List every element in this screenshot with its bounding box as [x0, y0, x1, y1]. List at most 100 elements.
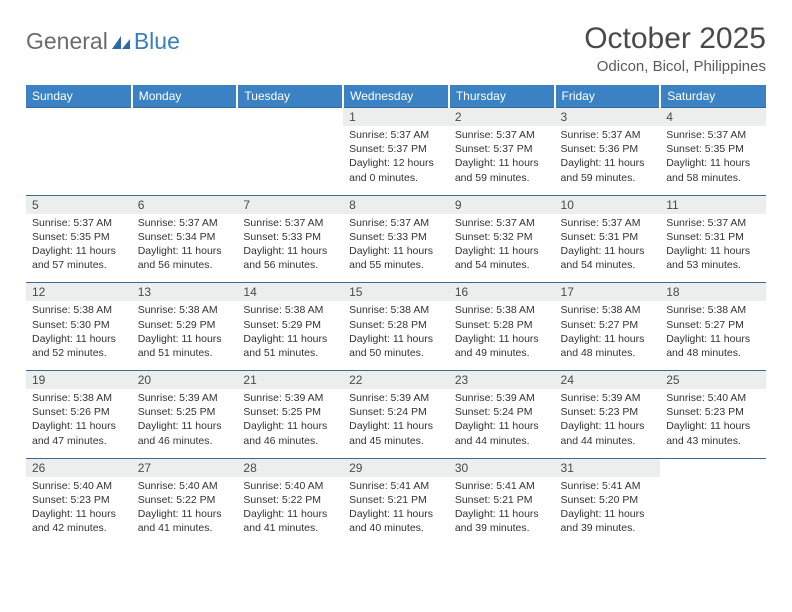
- daylight-line: Daylight: 11 hours and 40 minutes.: [349, 507, 443, 535]
- day-number-cell: 29: [343, 458, 449, 477]
- daylight-line: Daylight: 11 hours and 44 minutes.: [455, 419, 549, 447]
- day-info-cell: Sunrise: 5:38 AMSunset: 5:28 PMDaylight:…: [343, 301, 449, 370]
- day-number-cell: [237, 108, 343, 127]
- sunset-line: Sunset: 5:34 PM: [138, 230, 232, 244]
- sunrise-line: Sunrise: 5:40 AM: [32, 479, 126, 493]
- daylight-line: Daylight: 11 hours and 46 minutes.: [138, 419, 232, 447]
- header: General Blue October 2025 Odicon, Bicol,…: [26, 22, 766, 75]
- sunrise-line: Sunrise: 5:40 AM: [138, 479, 232, 493]
- day-info-cell: Sunrise: 5:37 AMSunset: 5:33 PMDaylight:…: [343, 214, 449, 283]
- sunrise-line: Sunrise: 5:40 AM: [666, 391, 760, 405]
- day-number-cell: 31: [555, 458, 661, 477]
- daylight-line: Daylight: 11 hours and 55 minutes.: [349, 244, 443, 272]
- day-number-cell: 25: [660, 371, 766, 390]
- day-number-cell: 1: [343, 108, 449, 127]
- calendar-body: 1234 Sunrise: 5:37 AMSunset: 5:37 PMDayl…: [26, 108, 766, 546]
- sunrise-line: Sunrise: 5:38 AM: [138, 303, 232, 317]
- sunrise-line: Sunrise: 5:39 AM: [349, 391, 443, 405]
- sunset-line: Sunset: 5:28 PM: [349, 318, 443, 332]
- day-info-cell: Sunrise: 5:39 AMSunset: 5:24 PMDaylight:…: [343, 389, 449, 458]
- sunset-line: Sunset: 5:20 PM: [561, 493, 655, 507]
- sunset-line: Sunset: 5:37 PM: [349, 142, 443, 156]
- sunset-line: Sunset: 5:31 PM: [666, 230, 760, 244]
- day-number-cell: [660, 458, 766, 477]
- sunset-line: Sunset: 5:22 PM: [138, 493, 232, 507]
- logo-sail-icon: [110, 34, 132, 50]
- daylight-line: Daylight: 11 hours and 53 minutes.: [666, 244, 760, 272]
- sunrise-line: Sunrise: 5:37 AM: [243, 216, 337, 230]
- daylight-line: Daylight: 11 hours and 50 minutes.: [349, 332, 443, 360]
- daylight-line: Daylight: 11 hours and 45 minutes.: [349, 419, 443, 447]
- daylight-line: Daylight: 11 hours and 54 minutes.: [455, 244, 549, 272]
- sunset-line: Sunset: 5:30 PM: [32, 318, 126, 332]
- logo-text-blue: Blue: [134, 28, 180, 55]
- sunrise-line: Sunrise: 5:38 AM: [243, 303, 337, 317]
- sunrise-line: Sunrise: 5:41 AM: [455, 479, 549, 493]
- sunset-line: Sunset: 5:24 PM: [455, 405, 549, 419]
- sunset-line: Sunset: 5:26 PM: [32, 405, 126, 419]
- day-info-cell: Sunrise: 5:41 AMSunset: 5:21 PMDaylight:…: [343, 477, 449, 546]
- sunset-line: Sunset: 5:28 PM: [455, 318, 549, 332]
- day-info-cell: Sunrise: 5:37 AMSunset: 5:31 PMDaylight:…: [555, 214, 661, 283]
- day-number-cell: 2: [449, 108, 555, 127]
- day-info-cell: Sunrise: 5:40 AMSunset: 5:22 PMDaylight:…: [237, 477, 343, 546]
- day-info-cell: Sunrise: 5:37 AMSunset: 5:35 PMDaylight:…: [26, 214, 132, 283]
- sunrise-line: Sunrise: 5:38 AM: [349, 303, 443, 317]
- sunrise-line: Sunrise: 5:39 AM: [455, 391, 549, 405]
- sunrise-line: Sunrise: 5:38 AM: [666, 303, 760, 317]
- sunrise-line: Sunrise: 5:39 AM: [561, 391, 655, 405]
- weekday-header: Saturday: [660, 85, 766, 108]
- day-info-cell: [26, 126, 132, 195]
- sunset-line: Sunset: 5:36 PM: [561, 142, 655, 156]
- daylight-line: Daylight: 11 hours and 49 minutes.: [455, 332, 549, 360]
- daylight-line: Daylight: 11 hours and 52 minutes.: [32, 332, 126, 360]
- day-number-cell: 4: [660, 108, 766, 127]
- day-info-cell: Sunrise: 5:37 AMSunset: 5:36 PMDaylight:…: [555, 126, 661, 195]
- day-number-cell: 24: [555, 371, 661, 390]
- day-number-cell: 26: [26, 458, 132, 477]
- sunrise-line: Sunrise: 5:38 AM: [561, 303, 655, 317]
- day-number-cell: 9: [449, 195, 555, 214]
- day-number-cell: 28: [237, 458, 343, 477]
- daylight-line: Daylight: 11 hours and 39 minutes.: [561, 507, 655, 535]
- day-number-cell: 22: [343, 371, 449, 390]
- daylight-line: Daylight: 12 hours and 0 minutes.: [349, 156, 443, 184]
- weekday-header: Wednesday: [343, 85, 449, 108]
- day-info-cell: Sunrise: 5:40 AMSunset: 5:22 PMDaylight:…: [132, 477, 238, 546]
- daylight-line: Daylight: 11 hours and 51 minutes.: [138, 332, 232, 360]
- day-number-cell: 14: [237, 283, 343, 302]
- weekday-header: Friday: [555, 85, 661, 108]
- sunrise-line: Sunrise: 5:37 AM: [561, 128, 655, 142]
- day-info-cell: Sunrise: 5:37 AMSunset: 5:37 PMDaylight:…: [343, 126, 449, 195]
- day-number-cell: 5: [26, 195, 132, 214]
- daylight-line: Daylight: 11 hours and 39 minutes.: [455, 507, 549, 535]
- sunset-line: Sunset: 5:23 PM: [32, 493, 126, 507]
- daylight-line: Daylight: 11 hours and 48 minutes.: [666, 332, 760, 360]
- day-info-cell: Sunrise: 5:39 AMSunset: 5:23 PMDaylight:…: [555, 389, 661, 458]
- day-number-cell: 15: [343, 283, 449, 302]
- sunrise-line: Sunrise: 5:37 AM: [455, 128, 549, 142]
- day-info-cell: Sunrise: 5:41 AMSunset: 5:21 PMDaylight:…: [449, 477, 555, 546]
- day-info-cell: Sunrise: 5:37 AMSunset: 5:32 PMDaylight:…: [449, 214, 555, 283]
- sunrise-line: Sunrise: 5:40 AM: [243, 479, 337, 493]
- day-info-cell: Sunrise: 5:37 AMSunset: 5:35 PMDaylight:…: [660, 126, 766, 195]
- day-info-cell: Sunrise: 5:38 AMSunset: 5:30 PMDaylight:…: [26, 301, 132, 370]
- sunset-line: Sunset: 5:37 PM: [455, 142, 549, 156]
- daylight-line: Daylight: 11 hours and 41 minutes.: [138, 507, 232, 535]
- daylight-line: Daylight: 11 hours and 57 minutes.: [32, 244, 126, 272]
- day-number-cell: 6: [132, 195, 238, 214]
- sunrise-line: Sunrise: 5:37 AM: [349, 216, 443, 230]
- sunrise-line: Sunrise: 5:37 AM: [32, 216, 126, 230]
- day-info-cell: Sunrise: 5:40 AMSunset: 5:23 PMDaylight:…: [660, 389, 766, 458]
- sunrise-line: Sunrise: 5:39 AM: [243, 391, 337, 405]
- sunset-line: Sunset: 5:21 PM: [349, 493, 443, 507]
- sunset-line: Sunset: 5:33 PM: [349, 230, 443, 244]
- daylight-line: Daylight: 11 hours and 56 minutes.: [243, 244, 337, 272]
- day-number-cell: 12: [26, 283, 132, 302]
- sunrise-line: Sunrise: 5:38 AM: [32, 303, 126, 317]
- day-info-cell: [660, 477, 766, 546]
- day-info-cell: Sunrise: 5:38 AMSunset: 5:26 PMDaylight:…: [26, 389, 132, 458]
- day-info-cell: Sunrise: 5:37 AMSunset: 5:34 PMDaylight:…: [132, 214, 238, 283]
- day-number-cell: 20: [132, 371, 238, 390]
- daylight-line: Daylight: 11 hours and 48 minutes.: [561, 332, 655, 360]
